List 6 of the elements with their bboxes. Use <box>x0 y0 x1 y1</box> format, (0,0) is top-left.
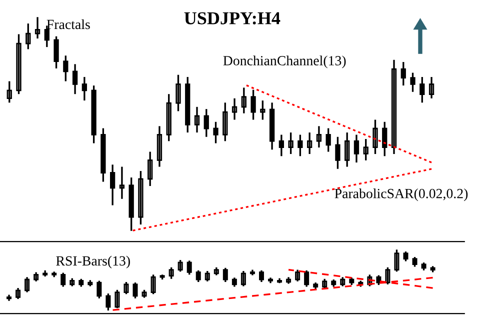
annotation: ParabolicSAR(0.02,0.2) <box>334 188 468 202</box>
chart-title: USDJPY:H4 <box>184 12 280 24</box>
annotation: Fractals <box>46 19 90 30</box>
annotation: DonchianChannel(13) <box>223 56 346 68</box>
annotation: RSI-Bars(13) <box>56 256 130 268</box>
candlestick <box>160 274 165 280</box>
